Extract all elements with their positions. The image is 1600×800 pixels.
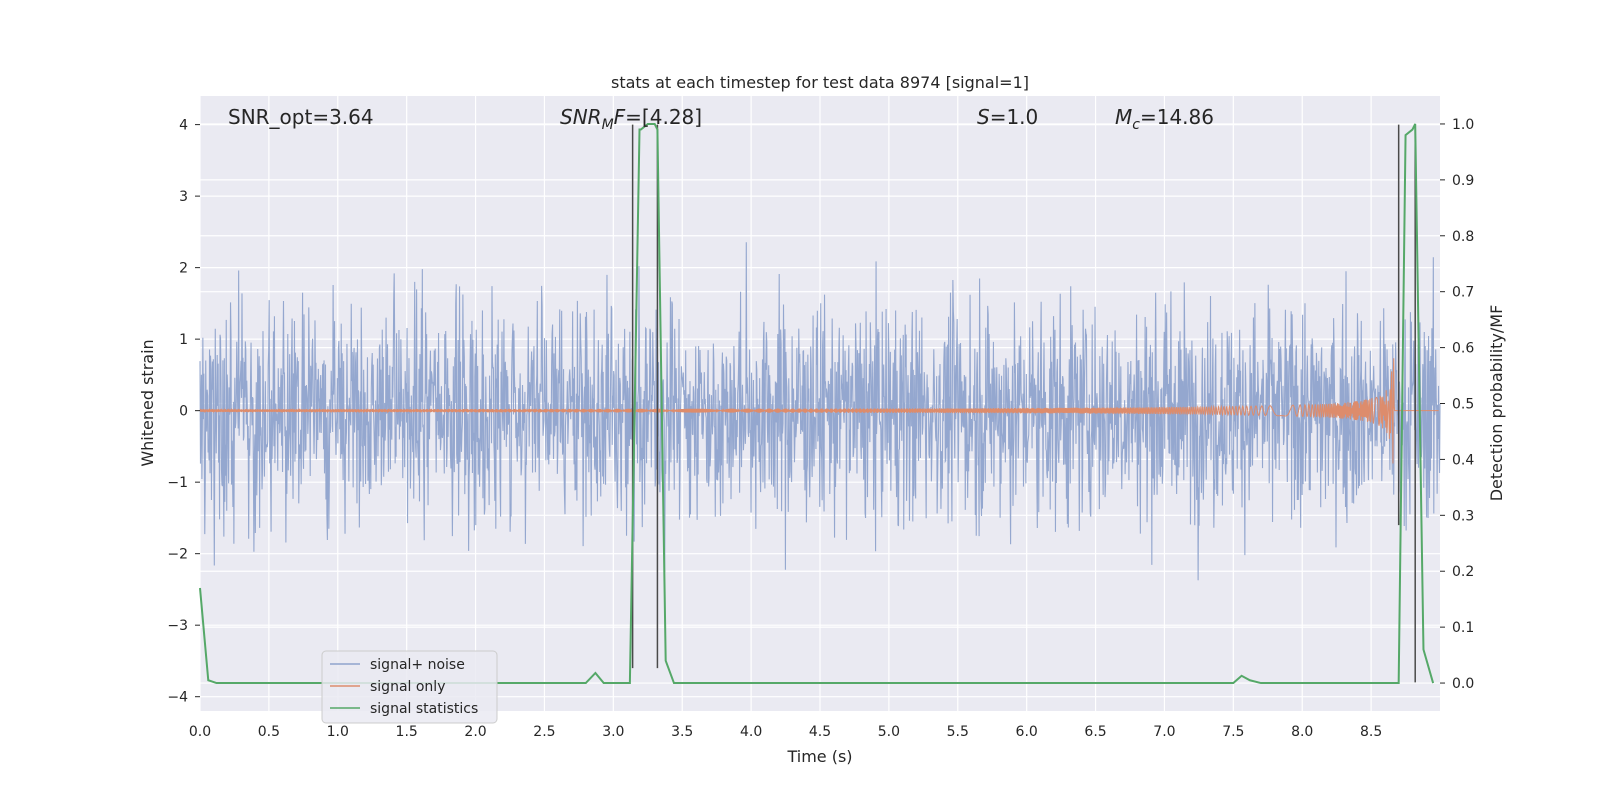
- y-tick-label: 1: [179, 332, 188, 348]
- legend: signal+ noise signal only signal statist…: [321, 650, 498, 724]
- y2-tick-label: 0.3: [1452, 508, 1474, 524]
- x-tick-label: 1.5: [396, 724, 418, 740]
- s-annotation: S=1.0: [977, 105, 1038, 129]
- x-tick-label: 2.0: [464, 724, 486, 740]
- y-tick-label: −3: [167, 618, 188, 634]
- legend-label-signal-only: signal only: [370, 679, 445, 695]
- x-tick-label: 6.0: [1016, 724, 1038, 740]
- y-tick-label: −1: [167, 475, 188, 491]
- legend-label-signal-plus-noise: signal+ noise: [370, 657, 465, 673]
- signal-only-series: [199, 358, 1439, 464]
- y-axis-label: Whitened strain: [138, 339, 157, 466]
- x-axis-ticks: 0.0 0.5 1.0 1.5 2.0 2.5 3.0 3.5 4.0 4.5 5.0 5.5 6.0 6…: [189, 724, 1382, 740]
- y2-tick-label: 0.5: [1452, 397, 1474, 413]
- snr-opt-annotation: SNR_opt=3.64: [228, 105, 374, 129]
- y2-tick-label: 0.7: [1452, 285, 1474, 301]
- y2-tick-label: 0.9: [1452, 173, 1474, 189]
- x-tick-label: 3.0: [602, 724, 624, 740]
- x-tick-label: 8.0: [1291, 724, 1313, 740]
- legend-box: [321, 650, 498, 724]
- x-tick-label: 3.5: [671, 724, 693, 740]
- y-tick-label: −4: [167, 690, 188, 706]
- s-symbol: S: [977, 105, 990, 129]
- signal-only-line: [199, 358, 1439, 464]
- x-tick-label: 4.0: [740, 724, 762, 740]
- x-axis-label: Time (s): [786, 747, 852, 766]
- signal-plus-noise-line: [199, 242, 1441, 581]
- mc-sub: c: [1132, 117, 1140, 133]
- x-tick-label: 4.5: [809, 724, 831, 740]
- y2-tick-label: 0.4: [1452, 452, 1474, 468]
- y2-tick-label: 0.2: [1452, 564, 1474, 580]
- y2-tick-label: 0.0: [1452, 676, 1474, 692]
- mc-annotation: Mc=14.86: [1115, 105, 1214, 133]
- y2-tick-label: 1.0: [1452, 117, 1474, 133]
- x-tick-label: 5.0: [878, 724, 900, 740]
- legend-label-signal-statistics: signal statistics: [370, 701, 478, 717]
- signal-statistics-line: [199, 122, 1435, 685]
- y2-tick-label: 0.1: [1452, 620, 1474, 636]
- x-tick-label: 0.0: [189, 724, 211, 740]
- y-tick-label: 4: [179, 118, 188, 134]
- x-tick-label: 0.5: [258, 724, 280, 740]
- y-tick-label: 0: [179, 404, 188, 420]
- chart-title: stats at each timestep for test data 897…: [611, 73, 1029, 92]
- y-tick-label: 2: [179, 261, 188, 277]
- y2-tick-label: 0.8: [1452, 229, 1474, 245]
- y2-axis-label: Detection probability/MF: [1487, 305, 1506, 502]
- signal-statistics-series: [199, 122, 1435, 685]
- y2-axis-ticks: 0.0 0.1 0.2 0.3 0.4 0.5 0.6 0.7 0.8 0.9 1.0: [1440, 117, 1474, 692]
- mc-value: =14.86: [1140, 105, 1214, 129]
- snr-mf-value: =[4.28]: [625, 105, 702, 129]
- snr-mf-sub: M: [602, 117, 614, 133]
- x-tick-label: 8.5: [1360, 724, 1382, 740]
- x-tick-label: 2.5: [533, 724, 555, 740]
- y-axis-ticks: −4 −3 −2 −1 0 1 2 3 4: [167, 118, 200, 706]
- x-tick-label: 7.0: [1153, 724, 1175, 740]
- y-tick-label: −2: [167, 547, 188, 563]
- x-tick-label: 6.5: [1084, 724, 1106, 740]
- snr-mf-annotation: SNRMF=[4.28]: [560, 105, 702, 133]
- s-value: =1.0: [990, 105, 1039, 129]
- x-tick-label: 1.0: [327, 724, 349, 740]
- signal-plus-noise-series: [199, 242, 1441, 581]
- mc-symbol: M: [1115, 105, 1132, 129]
- y-tick-label: 3: [179, 189, 188, 205]
- snr-mf-f: F: [614, 105, 626, 129]
- x-tick-label: 7.5: [1222, 724, 1244, 740]
- y2-tick-label: 0.6: [1452, 341, 1474, 357]
- x-tick-label: 5.5: [947, 724, 969, 740]
- snr-mf-base: SNR: [560, 105, 602, 129]
